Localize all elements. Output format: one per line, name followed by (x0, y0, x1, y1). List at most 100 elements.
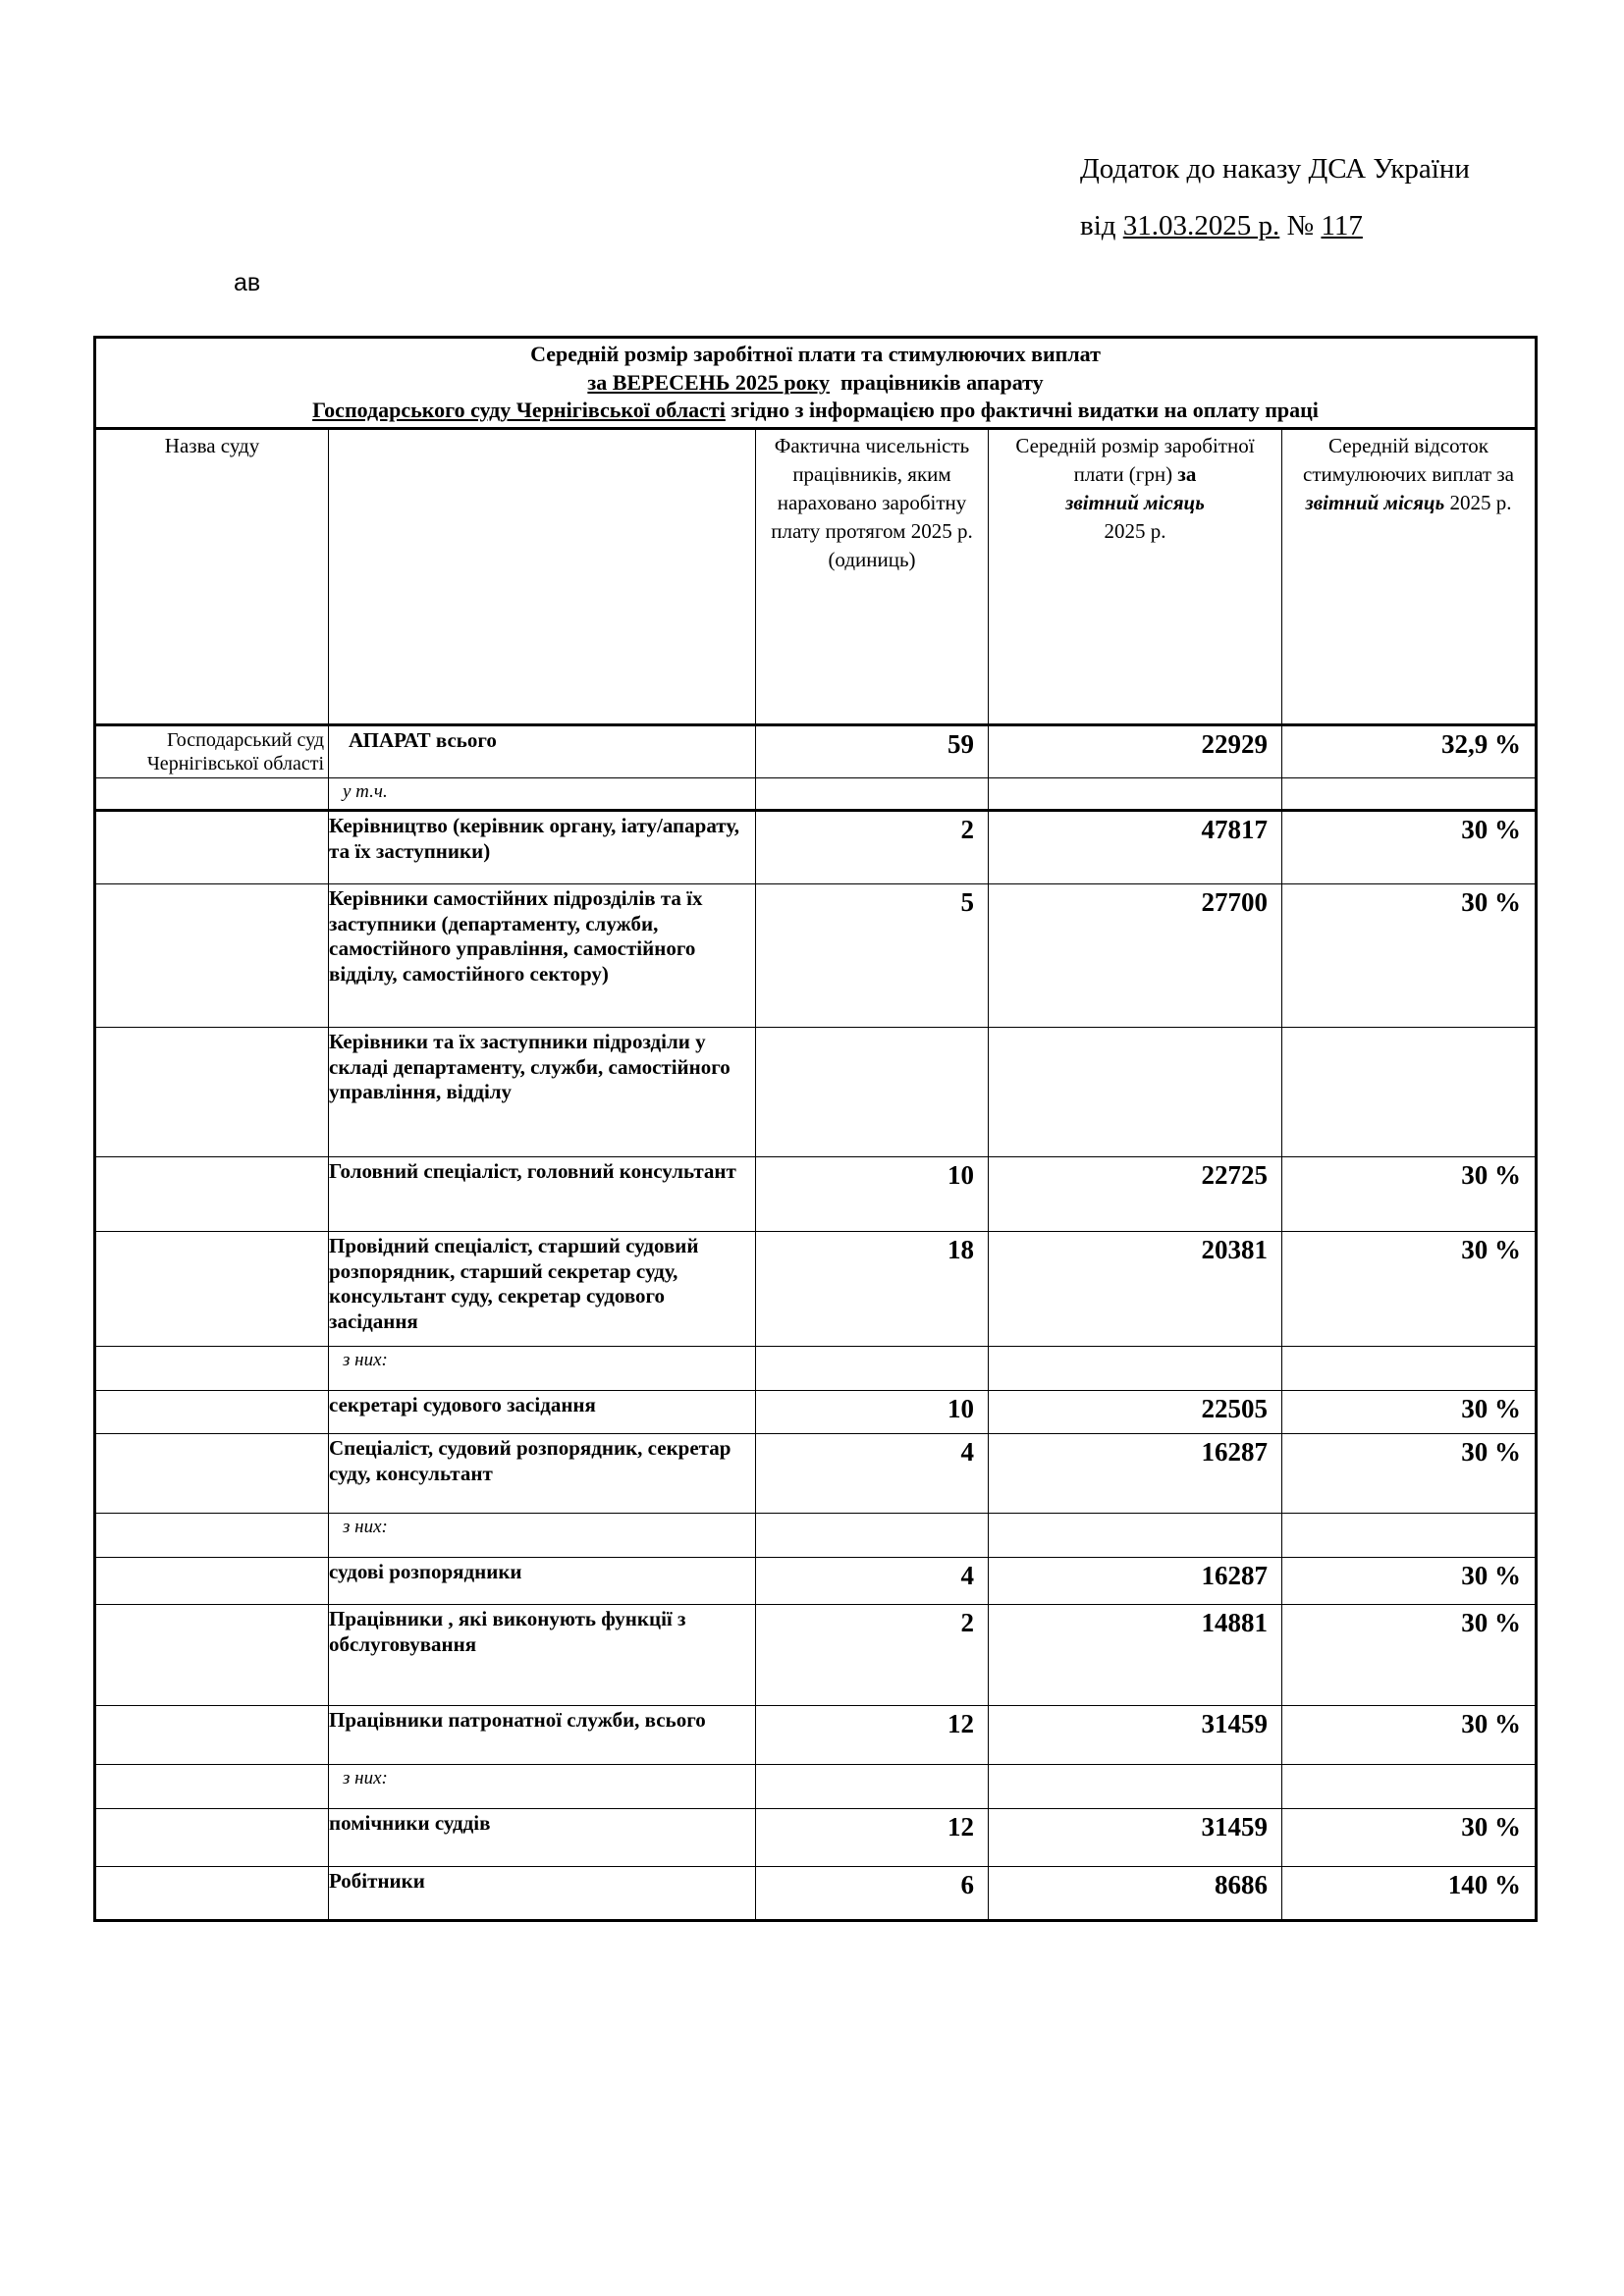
pct-cell (1280, 1513, 1538, 1558)
count-cell: 10 (755, 1156, 989, 1232)
col-category (328, 428, 756, 725)
pct-cell: 32,9 % (1280, 723, 1538, 778)
category-cell: Працівники патронатної служби, всього (328, 1705, 756, 1765)
salary-cell: 16287 (988, 1433, 1282, 1514)
count-cell: 4 (755, 1433, 989, 1514)
court-cell (94, 1231, 329, 1347)
salary-cell: 31459 (988, 1705, 1282, 1765)
count-cell: 5 (755, 883, 989, 1028)
pct-cell: 30 % (1280, 1705, 1538, 1765)
category-cell: судові розпорядники (328, 1557, 756, 1605)
category-cell: Керівництво (керівник органу, іату/апара… (328, 809, 756, 884)
count-cell (755, 1513, 989, 1558)
salary-cell (988, 1346, 1282, 1391)
title-court: Господарського суду Чернігівської област… (312, 398, 726, 423)
category-cell: АПАРАТ всього (328, 723, 756, 778)
pct-cell: 30 % (1280, 1604, 1538, 1706)
salary-cell: 16287 (988, 1557, 1282, 1605)
court-cell: Господарський суд Чернігівської області (94, 723, 329, 778)
court-cell (94, 777, 329, 811)
category-cell: Головний спеціаліст, головний консультан… (328, 1156, 756, 1232)
salary-cell: 22505 (988, 1390, 1282, 1434)
court-cell (94, 1390, 329, 1434)
pct-cell (1280, 1346, 1538, 1391)
annex-title: Додаток до наказу ДСА України (1080, 153, 1470, 185)
court-cell (94, 1808, 329, 1867)
date-prefix: від (1080, 210, 1123, 241)
pct-cell: 30 % (1280, 1433, 1538, 1514)
table-row: Спеціаліст, судовий розпорядник, секрета… (94, 1433, 1538, 1514)
title-month: за ВЕРЕСЕНЬ 2025 року (587, 369, 830, 395)
category-cell: Провідний спеціаліст, старший судовий ро… (328, 1231, 756, 1347)
court-cell (94, 1156, 329, 1232)
salary-cell: 22929 (988, 723, 1282, 778)
table-row: з них: (94, 1764, 1538, 1809)
table-row: Керівництво (керівник органу, іату/апара… (94, 809, 1538, 884)
court-cell (94, 1513, 329, 1558)
count-cell (755, 1027, 989, 1157)
court-cell (94, 1027, 329, 1157)
pct-cell: 30 % (1280, 1156, 1538, 1232)
count-cell: 59 (755, 723, 989, 778)
count-cell (755, 1764, 989, 1809)
category-cell: з них: (328, 1764, 756, 1809)
count-cell: 12 (755, 1808, 989, 1867)
category-cell: Спеціаліст, судовий розпорядник, секрета… (328, 1433, 756, 1514)
table-row: секретарі судового засідання 10 22505 30 % (94, 1390, 1538, 1434)
order-number: 117 (1321, 210, 1363, 241)
table-row: Головний спеціаліст, головний консультан… (94, 1156, 1538, 1232)
court-cell (94, 1557, 329, 1605)
count-cell: 12 (755, 1705, 989, 1765)
salary-cell (988, 777, 1282, 811)
count-cell: 10 (755, 1390, 989, 1434)
count-cell (755, 777, 989, 811)
table-row: у т.ч. (94, 777, 1538, 811)
salary-cell: 27700 (988, 883, 1282, 1028)
table-row: Господарський суд Чернігівської області А… (94, 723, 1538, 778)
salary-table: Середній розмір заробітної плати та стим… (93, 336, 1539, 1922)
col-pct-c: 2025 р. (1444, 490, 1512, 514)
col-pct-a: Середній відсоток стимулюючих виплат за (1303, 434, 1514, 486)
court-cell (94, 1346, 329, 1391)
count-cell (755, 1346, 989, 1391)
court-cell (94, 809, 329, 884)
table-row: Провідний спеціаліст, старший судовий ро… (94, 1231, 1538, 1347)
count-cell: 2 (755, 809, 989, 884)
category-cell: Керівники та їх заступники підрозділи у … (328, 1027, 756, 1157)
salary-cell: 14881 (988, 1604, 1282, 1706)
col-salary-b: за (1177, 461, 1197, 486)
col-salary: Середній розмір заробітної плати (грн) з… (988, 428, 1282, 725)
count-cell: 18 (755, 1231, 989, 1347)
pct-cell: 140 % (1280, 1866, 1538, 1921)
table-row: з них: (94, 1513, 1538, 1558)
num-prefix: № (1279, 210, 1322, 241)
col-count: Фактична чисельність працівників, яким н… (755, 428, 989, 725)
salary-cell (988, 1513, 1282, 1558)
category-cell: секретарі судового засідання (328, 1390, 756, 1434)
count-cell: 2 (755, 1604, 989, 1706)
salary-cell (988, 1027, 1282, 1157)
table-title: Середній розмір заробітної плати та стим… (93, 337, 1538, 430)
court-cell (94, 1866, 329, 1921)
count-cell: 4 (755, 1557, 989, 1605)
table-row: Робітники 6 8686 140 % (94, 1866, 1538, 1921)
salary-cell: 8686 (988, 1866, 1282, 1921)
court-cell (94, 1764, 329, 1809)
pct-cell: 30 % (1280, 1231, 1538, 1347)
annex-order: від 31.03.2025 р. № 117 (1080, 210, 1363, 242)
table-row: помічники суддів 12 31459 30 % (94, 1808, 1538, 1867)
pct-cell: 30 % (1280, 1390, 1538, 1434)
col-court-name: Назва суду (94, 428, 329, 725)
table-row: Керівники та їх заступники підрозділи у … (94, 1027, 1538, 1157)
pct-cell: 30 % (1280, 1808, 1538, 1867)
title-line1: Середній розмір заробітної плати та стим… (530, 342, 1101, 366)
table-row: Працівники патронатної служби, всього 12 3… (94, 1705, 1538, 1765)
table-row: судові розпорядники 4 16287 30 % (94, 1557, 1538, 1605)
title-line2-rest: працівників апарату (829, 369, 1044, 395)
salary-cell (988, 1764, 1282, 1809)
col-pct: Середній відсоток стимулюючих виплат за … (1280, 428, 1538, 725)
title-line2: за ВЕРЕСЕНЬ 2025 року працівників апарат… (100, 369, 1531, 398)
court-cell (94, 1604, 329, 1706)
salary-cell: 20381 (988, 1231, 1282, 1347)
col-salary-a: Середній розмір заробітної плати (грн) (1015, 434, 1255, 486)
